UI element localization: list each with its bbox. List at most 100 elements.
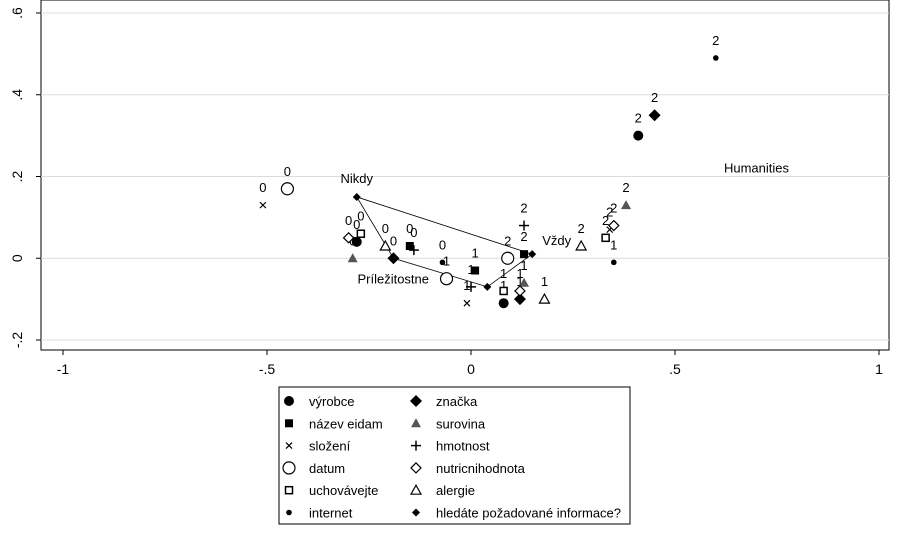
data-label: 2 xyxy=(520,201,527,216)
legend-label: alergie xyxy=(436,483,475,498)
data-point xyxy=(499,286,508,296)
data-label: 2 xyxy=(610,201,617,216)
x-tick-label: .5 xyxy=(669,361,681,377)
data-label: 1 xyxy=(500,266,507,281)
data-label: 2 xyxy=(504,233,511,248)
data-point xyxy=(439,272,454,286)
data-point xyxy=(713,55,719,61)
series-7: 012 xyxy=(342,201,620,297)
data-point xyxy=(648,109,661,122)
series-5: 012 xyxy=(408,201,530,292)
data-point xyxy=(356,229,366,238)
legend-marker xyxy=(412,508,420,517)
data-label: 0 xyxy=(259,180,266,195)
plot-area xyxy=(40,0,890,351)
y-tick-label: 0 xyxy=(9,254,25,262)
data-label: 1 xyxy=(500,278,507,293)
data-point xyxy=(280,182,294,196)
legend-label: značka xyxy=(436,394,478,409)
data-label: 1 xyxy=(516,274,523,289)
data-point xyxy=(519,277,530,287)
legend-marker xyxy=(410,462,422,474)
data-label: Nikdy xyxy=(341,171,374,186)
series-9: 012 xyxy=(379,221,588,304)
series-0: 012 xyxy=(351,111,644,309)
legend-item: složení xyxy=(285,439,351,454)
data-label: 2 xyxy=(578,221,585,236)
y-tick-label: .2 xyxy=(9,170,25,182)
data-point xyxy=(607,219,620,232)
legend-item: surovina xyxy=(411,416,486,431)
data-label: 0 xyxy=(390,233,397,248)
data-point xyxy=(528,250,537,259)
x-tick-label: 1 xyxy=(875,361,883,377)
data-label: 2 xyxy=(651,90,658,105)
data-point xyxy=(379,239,392,251)
legend-label: název eidam xyxy=(309,416,383,431)
legend-item: hledáte požadované informace? xyxy=(412,506,621,521)
series-6: 0 1 2 xyxy=(280,164,515,286)
data-point xyxy=(538,292,551,304)
legend-marker xyxy=(285,442,293,450)
data-label: 0 xyxy=(357,209,364,224)
legend-marker xyxy=(409,483,423,495)
data-label: 0 xyxy=(406,221,413,236)
y-tick-label: .6 xyxy=(9,7,25,19)
legend-item: uchovávejte xyxy=(284,483,378,498)
legend-item: značka xyxy=(410,394,478,409)
data-label: 1 xyxy=(610,237,617,252)
data-label: Príležitostne xyxy=(357,271,429,286)
data-point xyxy=(471,266,480,275)
data-label: 0 xyxy=(345,213,352,228)
data-point xyxy=(601,233,610,243)
x-tick-label: -1 xyxy=(57,361,70,377)
legend-marker xyxy=(284,485,294,495)
data-point xyxy=(633,130,644,141)
data-label: 0 xyxy=(439,237,446,252)
data-label: 1 xyxy=(516,266,523,281)
data-point xyxy=(520,250,529,259)
data-label: Vždy xyxy=(542,233,571,248)
data-point xyxy=(405,241,414,250)
data-point xyxy=(342,231,355,244)
data-point xyxy=(463,299,471,307)
legend-item: internet xyxy=(286,506,353,521)
series-8: 012 xyxy=(356,209,610,296)
legend-item: datum xyxy=(282,461,345,476)
legend-label: výrobce xyxy=(309,394,355,409)
data-point xyxy=(439,259,446,266)
data-label: 1 xyxy=(541,274,548,289)
legend-label: datum xyxy=(309,461,345,476)
data-label: 1 xyxy=(443,254,450,269)
data-point xyxy=(611,259,617,266)
data-point xyxy=(483,282,492,291)
legend-label: hmotnost xyxy=(436,439,490,454)
data-point xyxy=(389,254,398,263)
data-label: 1 xyxy=(471,246,478,261)
data-label: 2 xyxy=(606,205,613,220)
legend: výrobce značka název eidam surovina složení h… xyxy=(278,386,631,525)
legend-item: nutricnihodnota xyxy=(410,461,526,476)
legend-label: internet xyxy=(309,506,353,521)
legend-marker xyxy=(411,418,421,428)
data-label: 2 xyxy=(520,229,527,244)
y-tick-label: -.2 xyxy=(9,332,25,349)
legend-item: název eidam xyxy=(285,416,383,431)
data-label: 1 xyxy=(520,258,527,273)
data-label: 1 xyxy=(467,262,474,277)
legend-item: výrobce xyxy=(284,394,355,409)
data-label: 0 xyxy=(353,217,360,232)
x-tick-label: 0 xyxy=(467,361,475,377)
data-point xyxy=(519,220,530,231)
data-point xyxy=(514,285,526,297)
data-label: 1 xyxy=(463,278,470,293)
data-label: 2 xyxy=(635,111,642,126)
data-point xyxy=(466,281,476,292)
data-label: 2 xyxy=(622,180,629,195)
x-tick-label: -.5 xyxy=(259,361,276,377)
series-2: 012 xyxy=(405,221,529,275)
data-label: 2 xyxy=(712,33,719,48)
series-3: 012 xyxy=(347,180,632,287)
data-point xyxy=(621,200,632,210)
